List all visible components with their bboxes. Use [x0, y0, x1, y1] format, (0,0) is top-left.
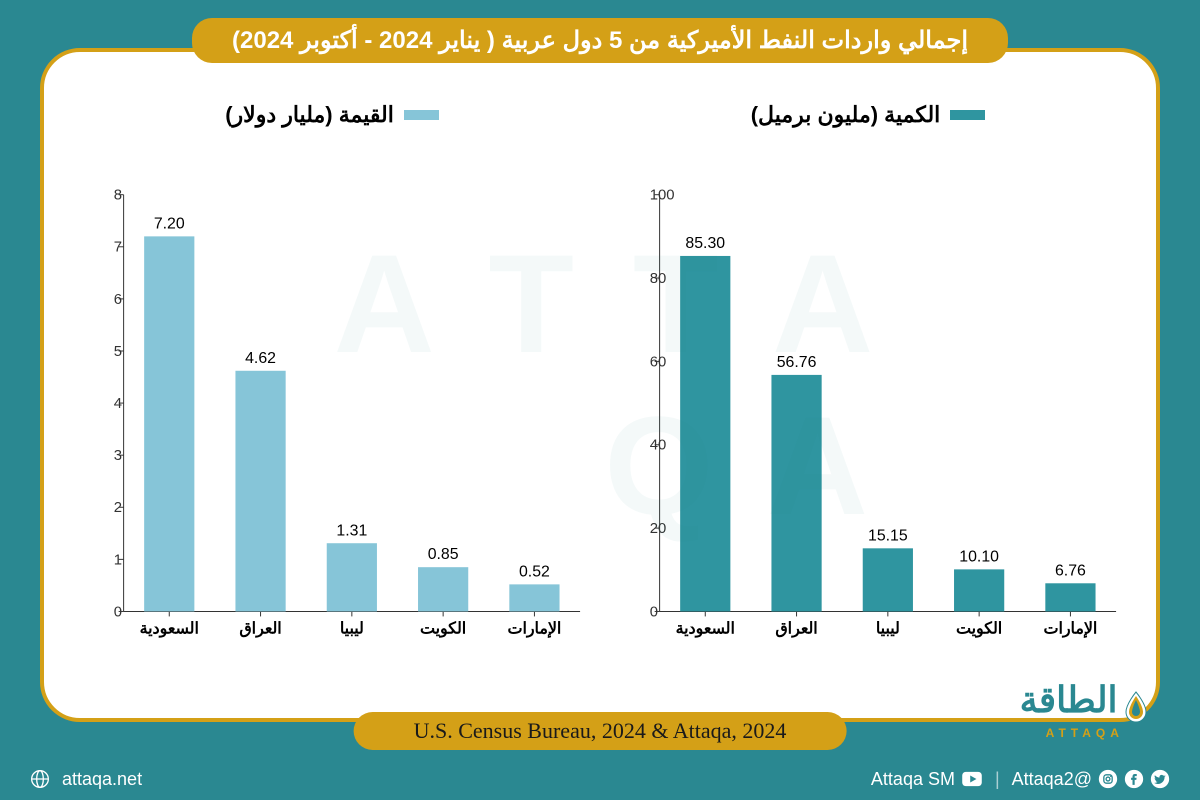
title-band: إجمالي واردات النفط الأميركية من 5 دول ع… [192, 18, 1008, 63]
svg-text:ليبيا: ليبيا [340, 620, 364, 637]
facebook-icon [1124, 769, 1144, 789]
svg-text:7.20: 7.20 [154, 215, 185, 232]
svg-text:ليبيا: ليبيا [876, 620, 900, 637]
value-swatch [404, 110, 439, 120]
value-chart-svg: 0 1 2 3 4 5 6 7 8 7.20 السعودية 4.62 العراق 1.31 ليبيا… [74, 138, 590, 688]
svg-text:56.76: 56.76 [777, 354, 817, 371]
main-panel: A T T A Q A الكمية (مليون برميل) 0204060… [40, 48, 1160, 722]
svg-text:100: 100 [650, 188, 675, 204]
svg-text:3: 3 [114, 448, 122, 464]
page-title: إجمالي واردات النفط الأميركية من 5 دول ع… [232, 27, 968, 54]
brand-name-ar: الطاقة [1020, 679, 1118, 720]
twitter-icon [1150, 769, 1170, 789]
value-chart: القيمة (مليار دولار) 0 1 2 3 4 5 6 7 8 7.20 السعود… [74, 102, 590, 688]
svg-text:1: 1 [114, 552, 122, 568]
footer: @Attaqa2 | Attaqa SM attaqa.net [0, 758, 1200, 800]
twitter-handle-text: @Attaqa2 [1012, 769, 1092, 790]
svg-text:4: 4 [114, 396, 122, 412]
svg-text:الإمارات: الإمارات [508, 620, 562, 638]
svg-text:85.30: 85.30 [685, 235, 725, 252]
svg-text:60: 60 [650, 354, 667, 370]
youtube-handle: Attaqa SM [871, 769, 983, 790]
value-legend-label: القيمة (مليار دولار) [225, 102, 394, 128]
value-legend: القيمة (مليار دولار) [74, 102, 590, 128]
svg-text:0: 0 [114, 604, 122, 620]
svg-text:15.15: 15.15 [868, 527, 908, 544]
svg-text:40: 40 [650, 438, 667, 454]
website-text: attaqa.net [62, 769, 142, 790]
svg-text:80: 80 [650, 271, 667, 287]
quantity-legend-label: الكمية (مليون برميل) [751, 102, 941, 128]
svg-text:الإمارات: الإمارات [1044, 620, 1098, 638]
brand-name-en: ATTAQA [1020, 726, 1150, 740]
footer-web: attaqa.net [30, 769, 142, 790]
svg-text:0: 0 [650, 604, 658, 620]
youtube-icon [961, 771, 983, 787]
svg-text:0.85: 0.85 [428, 546, 459, 563]
svg-text:السعودية: السعودية [676, 620, 735, 638]
svg-text:الكويت: الكويت [420, 620, 466, 638]
source-band: U.S. Census Bureau, 2024 & Attaqa, 2024 [354, 712, 847, 750]
svg-text:1.31: 1.31 [336, 522, 367, 539]
svg-text:20: 20 [650, 521, 667, 537]
svg-text:السعودية: السعودية [140, 620, 199, 638]
instagram-icon [1098, 769, 1118, 789]
svg-text:العراق: العراق [775, 620, 817, 638]
globe-icon [30, 769, 50, 789]
svg-text:الكويت: الكويت [956, 620, 1002, 638]
flame-drop-icon [1122, 690, 1150, 726]
footer-social: @Attaqa2 | Attaqa SM [871, 769, 1170, 790]
svg-text:العراق: العراق [239, 620, 281, 638]
svg-text:2: 2 [114, 500, 122, 516]
twitter-handle: @Attaqa2 [1012, 769, 1170, 790]
quantity-swatch [950, 110, 985, 120]
svg-text:5: 5 [114, 344, 122, 360]
svg-text:7: 7 [114, 240, 122, 256]
svg-text:4.62: 4.62 [245, 350, 276, 367]
brand-logo: الطاقة ATTAQA [1020, 682, 1150, 740]
youtube-text: Attaqa SM [871, 769, 955, 790]
svg-text:8: 8 [114, 188, 122, 204]
quantity-chart: الكمية (مليون برميل) 0 20 40 60 80 100 85.30 ال… [610, 102, 1126, 688]
svg-text:6: 6 [114, 292, 122, 308]
quantity-chart-svg: 0 20 40 60 80 100 85.30 السعودية 56.76 العراق 15.1… [610, 138, 1126, 688]
svg-text:10.10: 10.10 [959, 548, 999, 565]
svg-text:0.52: 0.52 [519, 563, 550, 580]
svg-text:6.76: 6.76 [1055, 562, 1086, 579]
source-text: U.S. Census Bureau, 2024 & Attaqa, 2024 [414, 718, 787, 743]
quantity-legend: الكمية (مليون برميل) [610, 102, 1126, 128]
